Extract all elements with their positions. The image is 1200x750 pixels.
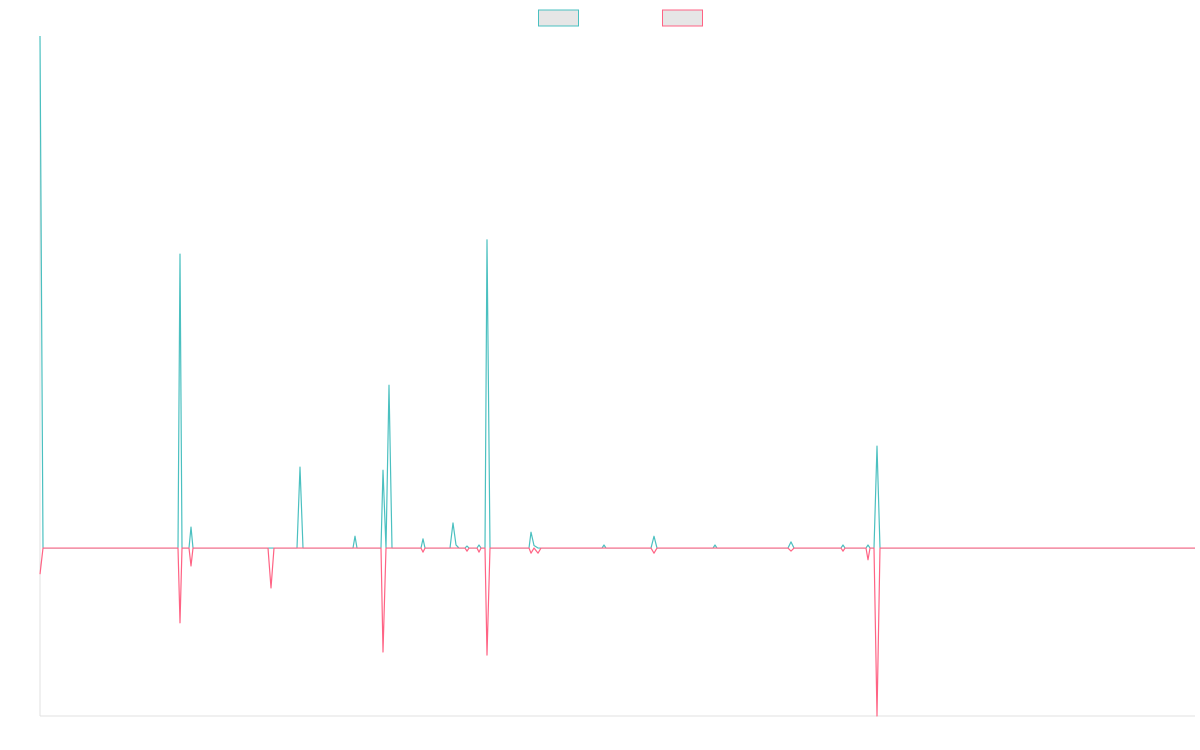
series-line: [39, 35, 1195, 549]
legend-swatch: [538, 9, 579, 27]
legend-swatch: [662, 9, 703, 27]
series-line: [39, 547, 1195, 717]
